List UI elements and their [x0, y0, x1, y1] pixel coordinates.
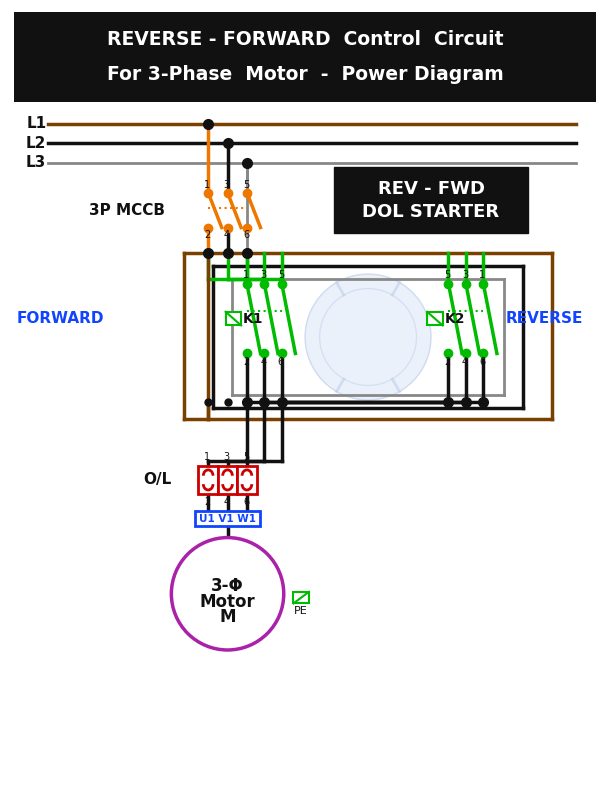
Text: 3-Φ: 3-Φ	[211, 577, 244, 595]
Text: 6: 6	[243, 230, 249, 241]
Text: For 3-Phase  Motor  -  Power Diagram: For 3-Phase Motor - Power Diagram	[107, 65, 503, 84]
Text: REV - FWD
DOL STARTER: REV - FWD DOL STARTER	[362, 180, 500, 222]
Text: L3: L3	[26, 155, 46, 170]
Bar	[334, 167, 528, 234]
Text: 2: 2	[204, 497, 211, 507]
Text: 5: 5	[243, 180, 249, 190]
Bar	[194, 511, 260, 526]
Text: M: M	[219, 608, 236, 626]
Text: 6: 6	[278, 358, 284, 367]
Text: 2: 2	[243, 358, 249, 367]
Bar	[226, 312, 241, 326]
Text: 5: 5	[278, 270, 284, 280]
Text: 6: 6	[479, 358, 485, 367]
Text: 3: 3	[224, 180, 230, 190]
Text: 5: 5	[243, 452, 249, 462]
Text: 4: 4	[224, 497, 230, 507]
Text: 4: 4	[224, 230, 230, 241]
Text: 3: 3	[224, 452, 230, 462]
Text: L1: L1	[26, 116, 46, 131]
Text: 2: 2	[204, 230, 211, 241]
Bar	[14, 13, 596, 102]
Text: 6: 6	[243, 497, 249, 507]
Text: 5: 5	[445, 270, 451, 280]
Text: REVERSE: REVERSE	[506, 311, 583, 326]
Text: FORWARD: FORWARD	[17, 311, 104, 326]
Text: 4: 4	[260, 358, 266, 367]
Text: 3P MCCB: 3P MCCB	[89, 202, 164, 218]
Bar	[199, 466, 218, 494]
Circle shape	[305, 274, 431, 400]
Bar	[293, 592, 309, 603]
Text: WWW.ELECTRICALTECHNOLOGY.ORG: WWW.ELECTRICALTECHNOLOGY.ORG	[334, 170, 490, 180]
Text: 1: 1	[204, 452, 210, 462]
Text: K1: K1	[243, 312, 263, 326]
Text: U1 V1 W1: U1 V1 W1	[199, 514, 256, 524]
Text: 2: 2	[445, 358, 451, 367]
Text: 1: 1	[243, 270, 249, 280]
Text: L2: L2	[26, 136, 46, 150]
Text: 1: 1	[479, 270, 485, 280]
Text: PE: PE	[295, 606, 308, 616]
Text: 3: 3	[260, 270, 266, 280]
Text: Motor: Motor	[200, 593, 256, 610]
Text: O/L: O/L	[143, 473, 172, 487]
Text: K2: K2	[445, 312, 465, 326]
Circle shape	[172, 538, 284, 650]
Text: 3: 3	[462, 270, 468, 280]
Bar	[237, 466, 257, 494]
Bar	[427, 312, 443, 326]
Text: 4: 4	[462, 358, 468, 367]
Text: 1: 1	[204, 180, 210, 190]
Bar	[218, 466, 237, 494]
Text: REVERSE - FORWARD  Control  Circuit: REVERSE - FORWARD Control Circuit	[107, 30, 503, 49]
